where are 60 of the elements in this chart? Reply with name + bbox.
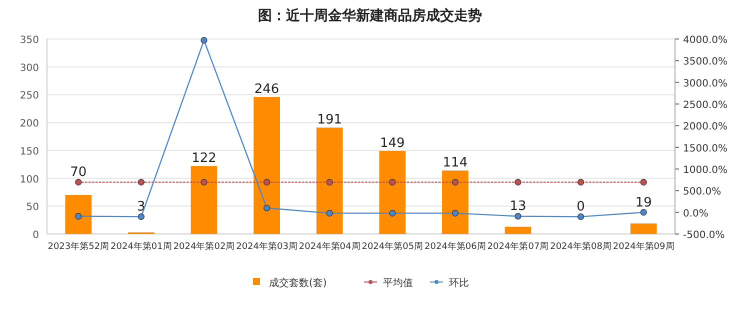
- y-tick-label: 300: [20, 62, 39, 74]
- point: [138, 213, 144, 220]
- y-tick-label: 200: [20, 118, 39, 130]
- y2-tick-label: 2000.0%: [683, 122, 728, 133]
- data-label: 3: [137, 200, 146, 215]
- legend-label: 环比: [449, 277, 469, 289]
- data-label: 0: [576, 200, 585, 215]
- point: [389, 210, 396, 216]
- point: [200, 37, 208, 44]
- y2-tick-label: 3000.0%: [683, 78, 728, 90]
- bar: [379, 150, 406, 234]
- point: [75, 212, 82, 220]
- point: [578, 213, 584, 220]
- y-tick-label: 150: [20, 146, 39, 158]
- point: [640, 209, 647, 216]
- y-tick-label: 100: [20, 174, 39, 186]
- legend-label: 成交套数(套): [269, 277, 327, 289]
- bar: [65, 195, 92, 234]
- point: [452, 210, 458, 216]
- bar: [504, 226, 532, 234]
- x-tick-label: 2024年第08周: [550, 241, 612, 252]
- y-tick-label: 0: [32, 230, 39, 241]
- x-tick-label: 2024年第02周: [173, 241, 235, 252]
- bar: [442, 170, 468, 234]
- y2-tick-label: 1500.0%: [683, 143, 728, 154]
- y2-tick-label: 1000.0%: [683, 165, 728, 176]
- bar: [316, 128, 343, 234]
- point: [326, 210, 333, 216]
- x-tick-label: 2024年第01周: [110, 241, 172, 252]
- bar: [190, 166, 218, 234]
- x-tick-label: 2024年第03周: [236, 241, 298, 252]
- data-label: 246: [254, 82, 280, 97]
- data-label: 149: [380, 136, 405, 151]
- legend-label: 平均值: [383, 277, 413, 289]
- data-label: 191: [317, 112, 342, 128]
- y2-tick-label: 2500.0%: [683, 100, 728, 111]
- data-label: 19: [635, 195, 652, 210]
- y2-tick-label: -500.0%: [683, 230, 725, 241]
- y-tick-label: 350: [20, 35, 39, 46]
- bar: [254, 96, 280, 234]
- x-tick-label: 2024年第04周: [298, 241, 360, 252]
- y2-tick-label: 0.0%: [683, 208, 708, 220]
- chart-title: 图：近十周金华新建商品房成交走势: [258, 7, 482, 24]
- data-label: 70: [70, 165, 87, 180]
- data-label: 114: [442, 155, 468, 170]
- y2-tick-label: 4000.0%: [683, 35, 728, 46]
- y-tick-label: 50: [26, 202, 39, 214]
- x-tick-label: 2024年第09周: [612, 241, 674, 252]
- x-tick-label: 2024年第06周: [424, 241, 486, 252]
- y2-tick-label: 3500.0%: [683, 56, 728, 68]
- data-label: 122: [192, 151, 216, 166]
- bar: [630, 223, 657, 234]
- point: [514, 212, 522, 220]
- point: [264, 204, 270, 212]
- x-tick-label: 2024年第05周: [362, 241, 424, 252]
- y2-tick-label: 500.0%: [683, 186, 722, 198]
- y-tick-label: 250: [20, 90, 39, 102]
- data-label: 13: [510, 199, 526, 214]
- x-tick-label: 2024年第07周: [487, 241, 549, 252]
- x-tick-label: 2023年第52周: [48, 241, 110, 252]
